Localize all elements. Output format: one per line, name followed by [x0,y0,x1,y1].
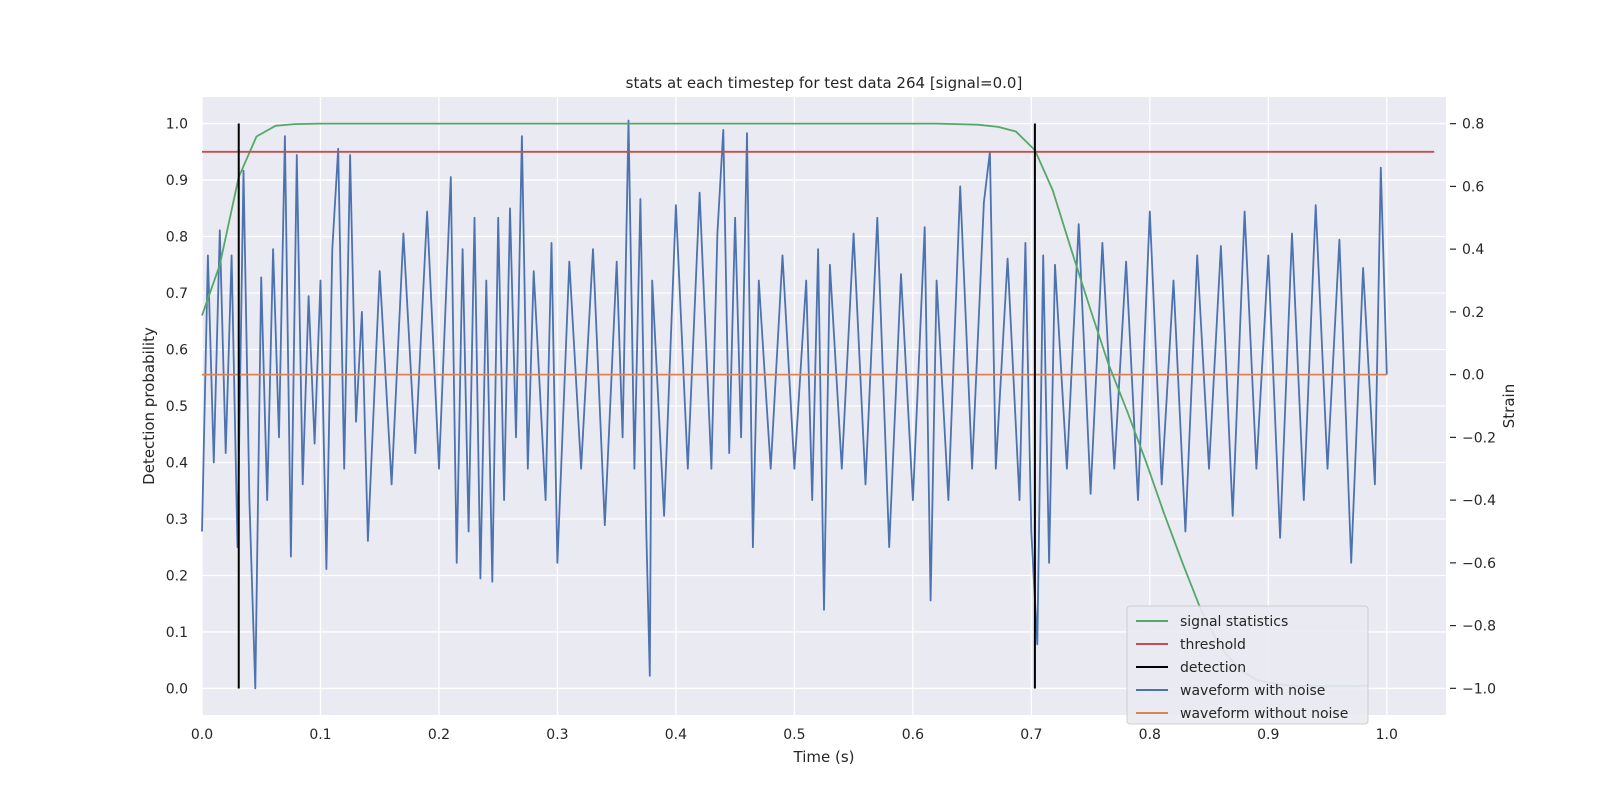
legend-label: detection [1180,660,1246,676]
right-axis: −1.0 −0.8 −0.6 −0.4 −0.2 0.0 0.2 0.4 0.6 0.8 [1450,117,1496,697]
y-tick-label: 0.2 [166,568,188,584]
y-tick-label: 0.0 [166,681,188,697]
legend-label: signal statistics [1180,614,1288,630]
y-tick-label: 0.7 [166,286,188,302]
left-axis: 0.0 0.1 0.2 0.3 0.4 0.5 0.6 0.7 0.8 0.9 1.0 [166,117,188,698]
x-tick-label: 0.2 [428,727,450,743]
y-right-tick-label: −1.0 [1462,681,1496,697]
y-axis-right-label: Strain [1500,384,1518,428]
y-right-tick-label: −0.2 [1462,430,1496,446]
y-right-tick-label: −0.8 [1462,619,1496,635]
y-right-tick-label: 0.4 [1462,242,1484,258]
y-tick-label: 0.5 [166,399,188,415]
legend: signal statistics threshold detection wavef… [1126,605,1369,725]
y-right-tick-label: 0.6 [1462,179,1484,195]
y-tick-label: 0.3 [166,512,188,528]
x-tick-label: 0.7 [1020,727,1042,743]
y-tick-label: 1.0 [166,117,188,133]
y-tick-label: 0.6 [166,343,188,359]
legend-box [1126,605,1369,725]
y-right-tick-label: −0.6 [1462,556,1496,572]
x-axis: 0.0 0.1 0.2 0.3 0.4 0.5 0.6 0.7 0.8 0.9 1.0 [191,727,1398,743]
legend-label: waveform without noise [1180,706,1348,722]
y-axis-label: Detection probability [140,327,158,485]
x-tick-label: 0.9 [1257,727,1279,743]
x-tick-label: 0.3 [546,727,568,743]
legend-label: waveform with noise [1180,683,1325,699]
y-right-tick-label: 0.0 [1462,368,1484,384]
series-layer [201,119,1435,690]
series-waveform-with-noise [201,119,1388,690]
x-tick-label: 1.0 [1376,727,1398,743]
x-tick-label: 0.4 [665,727,687,743]
x-axis-label: Time (s) [793,748,855,766]
y-right-tick-label: −0.4 [1462,493,1496,509]
x-tick-label: 0.1 [309,727,331,743]
y-right-tick-label: 0.8 [1462,117,1484,133]
y-tick-label: 0.9 [166,173,188,189]
x-tick-label: 0.0 [191,727,213,743]
y-tick-label: 0.8 [166,230,188,246]
x-tick-label: 0.8 [1139,727,1161,743]
chart-title: stats at each timestep for test data 264… [626,74,1023,92]
x-tick-label: 0.6 [902,727,924,743]
x-tick-label: 0.5 [783,727,805,743]
legend-label: threshold [1180,637,1246,653]
y-tick-label: 0.1 [166,625,188,641]
y-right-tick-label: 0.2 [1462,305,1484,321]
y-tick-label: 0.4 [166,455,188,471]
